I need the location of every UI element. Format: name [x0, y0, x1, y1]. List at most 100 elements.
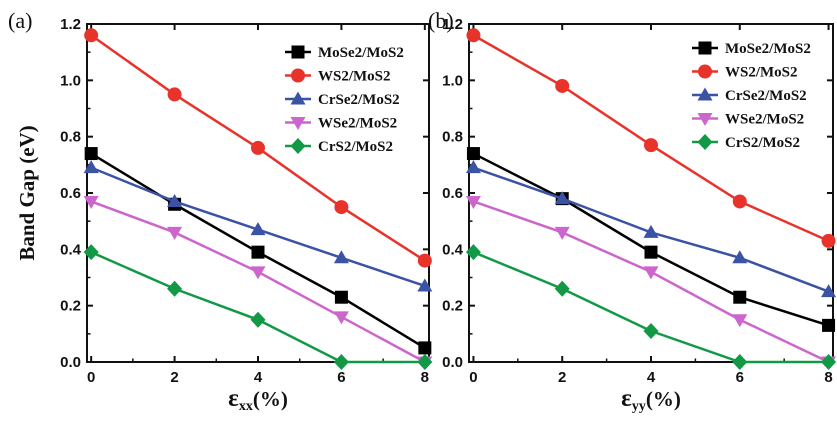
data-point [167, 226, 183, 240]
data-point [643, 266, 659, 280]
y-tick-label: 0.6 [442, 185, 463, 202]
x-tick-label: 8 [421, 369, 429, 386]
legend-entry: CrS2/MoS2 [318, 139, 393, 155]
x-tick-label: 2 [170, 369, 178, 386]
data-point [84, 28, 99, 43]
data-point [333, 311, 349, 325]
data-point [418, 341, 432, 355]
data-point [333, 250, 349, 264]
legend-marker [697, 113, 713, 126]
data-point [555, 78, 570, 93]
data-point [643, 323, 659, 340]
y-tick-label: 1.2 [60, 16, 81, 33]
x-tick-label: 0 [469, 369, 477, 386]
y-tick-label: 0.8 [60, 129, 81, 146]
x-tick-label: 4 [647, 369, 656, 386]
data-point [417, 354, 433, 370]
legend-marker [697, 134, 713, 150]
legend-entry: WS2/MoS2 [318, 69, 391, 85]
data-point [465, 160, 481, 174]
x-axis-label: εxx(%) [228, 385, 288, 414]
y-tick-label: 1.0 [442, 72, 463, 89]
data-point [821, 354, 837, 370]
x-tick-label: 8 [824, 369, 832, 386]
data-point [334, 200, 349, 215]
panel-tag: (b) [428, 8, 454, 33]
y-tick-label: 0.4 [442, 241, 464, 258]
data-point [417, 278, 433, 292]
data-point [83, 244, 99, 261]
y-tick-label: 0.0 [442, 354, 463, 371]
legend: MoSe2/MoS2 WS2/MoS2 CrSe2/MoS2 WSe2/MoS2 CrS… [285, 45, 404, 155]
data-point [465, 244, 481, 261]
data-point [732, 314, 748, 328]
legend-marker [291, 45, 305, 59]
x-axis-label: εyy(%) [621, 385, 681, 414]
data-point [250, 222, 266, 236]
legend-entry: WS2/MoS2 [725, 65, 798, 81]
x-tick-label: 6 [736, 369, 744, 386]
data-point [822, 318, 836, 332]
legend-entry: WSe2/MoS2 [725, 112, 804, 128]
data-point [466, 147, 480, 161]
data-point [733, 290, 747, 304]
data-point [167, 280, 183, 297]
data-point [251, 245, 265, 259]
legend-marker [291, 68, 305, 83]
data-point [465, 195, 481, 209]
legend-entry: WSe2/MoS2 [318, 116, 397, 132]
data-point [250, 266, 266, 280]
panel-b: 0 2 4 6 8 0.0 0.2 0.4 0.6 0.8 1.0 1.2 MoSe2/MoS2 WS2/… [428, 8, 837, 414]
data-point [554, 191, 570, 205]
data-point [554, 280, 570, 297]
series-line [472, 152, 829, 327]
data-point [644, 245, 658, 259]
data-point [167, 193, 183, 207]
data-point [821, 233, 836, 248]
legend-marker [698, 41, 712, 55]
panel-a: 0 2 4 6 8 0.0 0.2 0.4 0.6 0.8 1.0 1.2 MoSe2/MoS2 WS2/… [8, 8, 433, 414]
data-point [334, 290, 348, 304]
data-point [643, 224, 659, 238]
x-tick-label: 6 [337, 369, 345, 386]
x-tick-label: 4 [254, 369, 263, 386]
legend-marker [697, 87, 713, 101]
legend-marker [698, 64, 712, 79]
data-point [644, 138, 658, 153]
data-point [466, 28, 481, 43]
data-point [554, 226, 570, 240]
panel-tag: (a) [8, 8, 32, 33]
data-point [417, 253, 432, 268]
y-tick-label: 1.0 [60, 72, 81, 89]
y-tick-label: 0.2 [442, 298, 463, 315]
y-tick-label: 0.6 [60, 185, 81, 202]
data-point [333, 354, 349, 370]
legend: MoSe2/MoS2 WS2/MoS2 CrSe2/MoS2 WSe2/MoS2 CrS… [692, 41, 811, 151]
data-point [250, 311, 266, 328]
legend-entry: CrS2/MoS2 [725, 135, 800, 151]
legend-marker [290, 91, 306, 105]
y-tick-label: 0.0 [60, 354, 81, 371]
data-point [732, 194, 747, 209]
legend-entry: MoSe2/MoS2 [318, 45, 404, 61]
y-tick-label: 0.2 [60, 298, 81, 315]
data-point [84, 147, 98, 161]
data-point [732, 250, 748, 264]
x-tick-label: 2 [558, 369, 566, 386]
data-point [732, 354, 748, 370]
data-point [251, 140, 265, 155]
y-tick-label: 0.4 [60, 241, 82, 258]
data-point [821, 284, 837, 298]
legend-marker [290, 117, 306, 130]
y-tick-label: 0.8 [442, 129, 463, 146]
legend-entry: CrSe2/MoS2 [318, 92, 400, 108]
x-tick-label: 0 [87, 369, 95, 386]
data-point [83, 195, 99, 209]
y-tick-label: 1.2 [442, 16, 463, 33]
legend-entry: MoSe2/MoS2 [725, 41, 811, 57]
data-point [167, 87, 182, 102]
legend-entry: CrSe2/MoS2 [725, 88, 807, 104]
y-axis-label: Band Gap (eV) [15, 125, 39, 260]
legend-marker [290, 138, 306, 154]
